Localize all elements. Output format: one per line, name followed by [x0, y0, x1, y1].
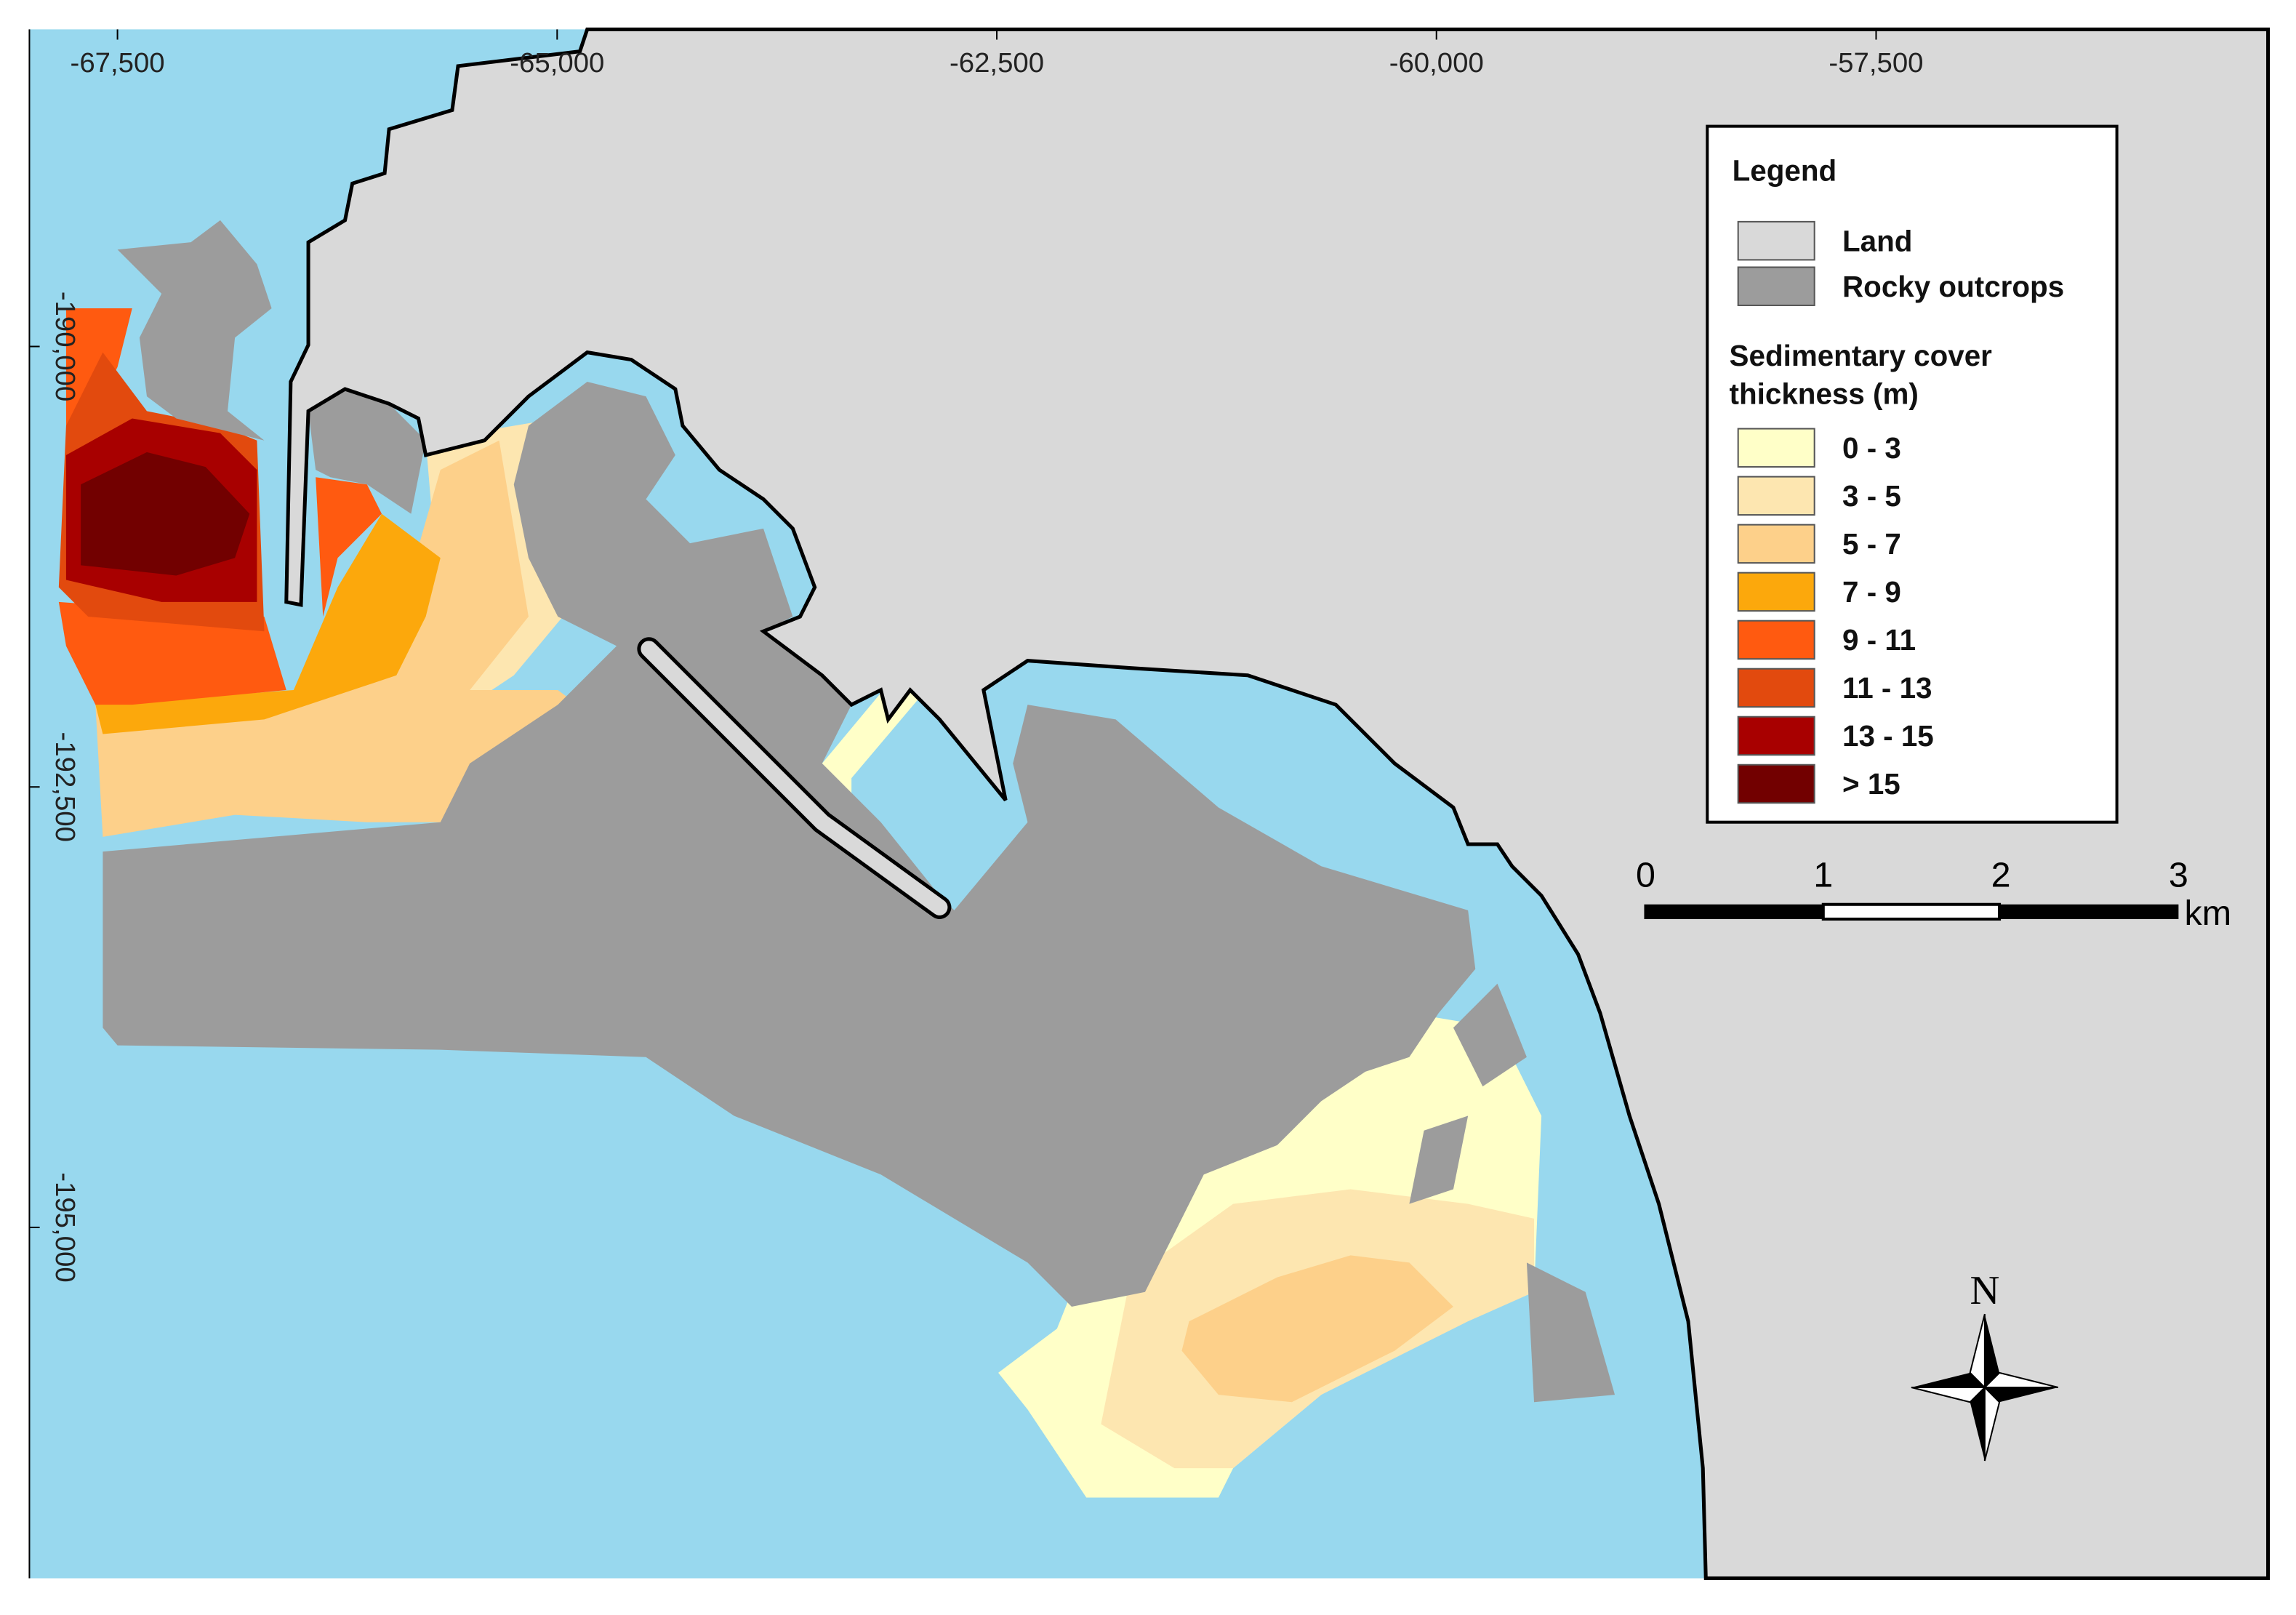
legend-swatch — [1737, 764, 1815, 804]
y-tick-label: -192,500 — [49, 732, 81, 842]
arrow-part — [1970, 1387, 1985, 1461]
legend-swatch — [1737, 476, 1815, 516]
legend-label: > 15 — [1842, 767, 1900, 801]
scale-label: 2 — [1991, 856, 2011, 895]
legend-swatch — [1737, 572, 1815, 612]
x-tick-label: -67,500 — [71, 47, 165, 79]
rocky-outcrop — [117, 220, 272, 441]
sediment-patch — [81, 452, 250, 576]
legend-label: 7 - 9 — [1842, 575, 1901, 609]
arrow-part — [1983, 1371, 2059, 1389]
legend-swatch — [1737, 716, 1815, 756]
grid-labels: -67,500 -65,000 -62,500 -60,000 -57,500 -190,… — [29, 29, 1924, 1283]
sediment-patch — [822, 675, 933, 808]
legend-swatch — [1737, 220, 1815, 261]
legend-label: 13 - 15 — [1842, 719, 1934, 753]
x-tick-label: -57,500 — [1829, 47, 1923, 79]
legend-label: 0 - 3 — [1842, 431, 1901, 465]
rocky-outcrop — [1526, 1262, 1615, 1403]
rocky-outcrop — [1409, 1115, 1469, 1204]
legend-swatch — [1737, 266, 1815, 306]
x-tick-label: -65,000 — [510, 47, 604, 79]
jetty — [641, 641, 948, 915]
sediment-patch — [316, 477, 382, 617]
scale-segment — [1821, 902, 2002, 921]
legend-label: Land — [1842, 224, 1912, 257]
scale-label: 1 — [1813, 856, 1833, 895]
rocky-outcrop — [1453, 983, 1527, 1087]
legend-heading: Sedimentary cover — [1730, 339, 1993, 372]
x-tick-label: -62,500 — [950, 47, 1044, 79]
arrow-part — [1911, 1387, 1987, 1403]
legend-swatch — [1737, 668, 1815, 708]
scale-segment — [1644, 904, 1823, 919]
arrow-part — [1911, 1372, 1985, 1388]
legend-title: Legend — [1733, 153, 1837, 187]
arrow-part — [1984, 1387, 2058, 1403]
scale-labels: 0 1 2 3 — [1636, 856, 2188, 895]
scale-unit: km — [2184, 894, 2231, 933]
north-label: N — [1970, 1268, 1999, 1313]
scale-segment — [1999, 904, 2179, 919]
legend-swatch — [1737, 428, 1815, 468]
arrow-part — [1984, 1314, 2000, 1388]
legend-label: 5 - 7 — [1842, 527, 1901, 561]
y-tick-label: -190,000 — [49, 292, 81, 401]
scale-label: 3 — [2169, 856, 2188, 895]
legend-label: 3 - 5 — [1842, 479, 1901, 513]
rocky-layer — [103, 220, 1615, 1403]
sediment-patch — [95, 513, 441, 734]
scale-label: 0 — [1636, 856, 1655, 895]
legend-label: Rocky outcrops — [1842, 270, 2064, 303]
legend-label: 11 - 13 — [1842, 671, 1932, 705]
legend-swatch — [1737, 524, 1815, 564]
legend-heading: thickness (m) — [1730, 377, 1919, 410]
rocky-outcrop — [308, 389, 426, 514]
north-arrow: N — [1911, 1268, 2059, 1462]
rocky-outcrop — [103, 381, 1476, 1307]
x-tick-label: -60,000 — [1389, 47, 1484, 79]
jetties — [637, 637, 952, 919]
y-tick-label: -195,000 — [49, 1172, 81, 1282]
legend: Legend Land Rocky outcrops Sedimentary cov… — [1706, 124, 2119, 824]
legend-swatch — [1737, 620, 1815, 660]
legend-label: 9 - 11 — [1842, 623, 1916, 657]
legend-items: Land Rocky outcrops Sedimentary cover thick… — [1730, 220, 2064, 804]
scale-bar: 0 1 2 3 km — [1636, 856, 2231, 933]
sediment-patch — [1181, 1255, 1453, 1403]
